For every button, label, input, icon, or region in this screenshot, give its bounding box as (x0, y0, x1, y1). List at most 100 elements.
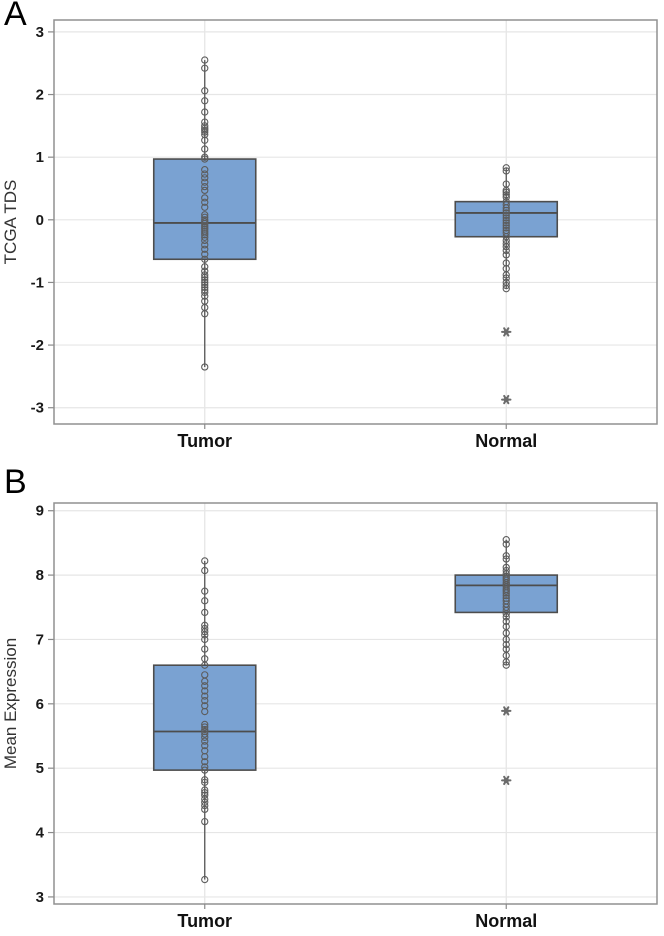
outlier-point (501, 706, 512, 716)
data-point (201, 786, 209, 794)
data-point (201, 292, 209, 300)
category-label-normal: Normal (475, 911, 537, 931)
data-point (201, 801, 209, 810)
data-point (502, 167, 510, 175)
data-point (201, 363, 209, 371)
data-point (502, 246, 510, 255)
data-point (201, 798, 209, 806)
data-point (502, 658, 510, 666)
data-point (201, 276, 209, 284)
data-point (201, 145, 209, 153)
data-point (201, 56, 209, 64)
data-point (201, 170, 209, 178)
data-point (201, 778, 209, 786)
panel-border (53, 19, 658, 425)
data-point (201, 278, 209, 287)
data-point (502, 191, 510, 199)
data-point (502, 281, 510, 290)
data-point (502, 206, 510, 215)
data-point (201, 707, 209, 716)
data-point (201, 155, 209, 163)
data-point (201, 182, 209, 191)
y-tick-label: 6 (36, 696, 44, 713)
data-point (201, 723, 209, 731)
data-point (201, 766, 209, 774)
data-point (502, 610, 510, 618)
y-tick-label: 5 (36, 760, 44, 777)
data-point (502, 224, 510, 232)
data-point (201, 203, 209, 211)
data-point (201, 682, 209, 690)
data-point (201, 97, 209, 105)
data-point (201, 194, 209, 202)
data-point (502, 243, 510, 251)
data-point (201, 136, 209, 144)
data-point (201, 635, 209, 644)
data-point (201, 233, 209, 241)
data-point (201, 87, 209, 95)
data-point (502, 164, 510, 172)
data-point (201, 776, 209, 784)
data-point (201, 692, 209, 700)
data-point (201, 752, 209, 761)
data-point (502, 229, 510, 237)
data-point (502, 193, 510, 201)
data-point (201, 763, 209, 771)
data-point (201, 791, 209, 799)
data-point (201, 198, 209, 206)
data-point (502, 274, 510, 282)
y-tick-label: -1 (31, 274, 44, 291)
outlier-center (503, 396, 509, 403)
data-point (201, 271, 209, 279)
data-point (502, 555, 510, 563)
data-point (502, 188, 510, 196)
data-point (502, 589, 510, 597)
data-point (502, 214, 510, 222)
data-point (201, 733, 209, 741)
data-point (502, 536, 510, 544)
y-tick-label: 2 (36, 87, 44, 104)
outlier-center (503, 329, 509, 335)
panel-b: B 9 8 7 6 5 4 3 Tumor Normal Mean Expression (0, 463, 664, 936)
data-point (502, 216, 510, 225)
data-point (201, 250, 209, 258)
box-tumor (152, 158, 257, 261)
y-axis-title: TCGA TDS (1, 180, 20, 265)
data-point (201, 245, 209, 253)
outlier-point (501, 394, 512, 405)
category-label-tumor: Tumor (177, 431, 232, 451)
panel-border (53, 502, 658, 905)
data-point (201, 628, 209, 636)
panel-b-chart: 9 8 7 6 5 4 3 Tumor Normal Mean Expression (1, 502, 658, 931)
data-point (201, 310, 209, 318)
data-point (201, 661, 209, 669)
category-label-tumor: Tumor (177, 911, 232, 931)
data-point (502, 204, 510, 212)
data-point (201, 725, 209, 734)
data-point (201, 166, 209, 174)
y-tick-label: 3 (36, 889, 44, 906)
outlier-point (501, 327, 512, 337)
data-point (201, 255, 209, 263)
panel-a: A 3 2 1 0 -1 -2 -3 Tumor Normal TCGA TDS (1, 0, 658, 451)
data-point (502, 221, 510, 230)
data-point (502, 661, 510, 669)
y-tick-label: 3 (36, 24, 44, 41)
data-point (201, 128, 209, 136)
data-point (502, 251, 510, 259)
data-point (201, 281, 209, 289)
data-point (201, 805, 209, 814)
data-point (502, 540, 510, 548)
y-tick-label: 1 (36, 149, 44, 166)
data-point (502, 233, 510, 241)
data-point (201, 608, 209, 617)
data-point (502, 239, 510, 248)
data-point (201, 231, 209, 239)
panel-a-chart: 3 2 1 0 -1 -2 -3 Tumor Normal TCGA TDS (1, 19, 658, 451)
data-point (201, 687, 209, 695)
data-point (201, 875, 209, 884)
data-point (201, 283, 209, 292)
data-point (201, 263, 209, 271)
data-point (201, 566, 209, 575)
